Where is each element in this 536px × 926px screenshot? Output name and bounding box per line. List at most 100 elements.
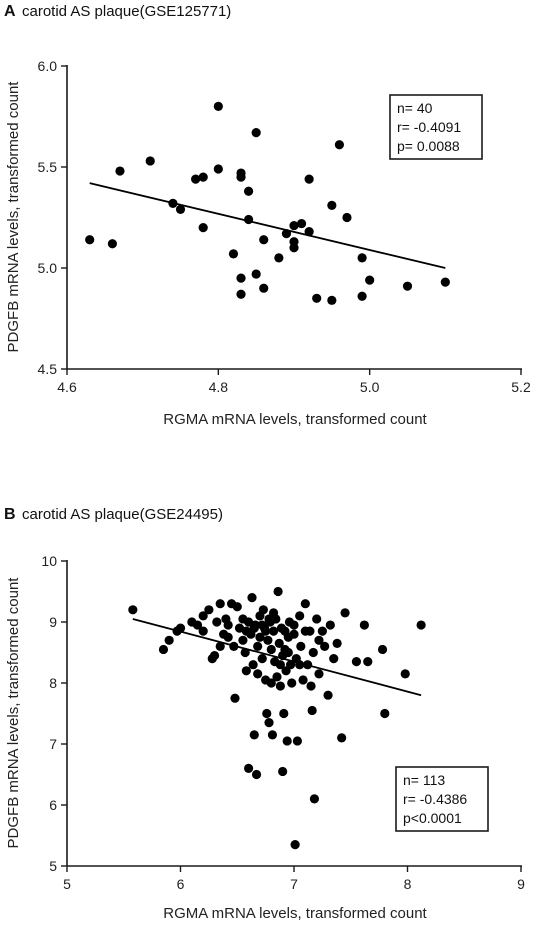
panel-b-title: carotid AS plaque(GSE24495) — [22, 506, 223, 523]
panel-b-data-point — [275, 681, 285, 691]
panel-b-data-point — [283, 632, 293, 642]
panel-b-data-point — [400, 669, 410, 679]
panel-a-data-point — [312, 293, 322, 303]
panel-b-data-point — [230, 693, 240, 703]
panel-b-data-point — [308, 647, 318, 658]
panel-a-data-point — [342, 212, 352, 223]
panel-b-data-point — [278, 766, 288, 777]
panel-a-data-point — [198, 223, 208, 233]
panel-b-data-point — [303, 660, 313, 670]
panel-b-data-point — [292, 736, 303, 746]
panel-b-letter: B — [4, 506, 16, 523]
panel-b-data-point — [244, 763, 254, 774]
panel-a-data-point — [440, 277, 450, 287]
panel-b-data-point — [266, 678, 276, 688]
panel-b-data-point — [329, 654, 339, 664]
panel-b-data-point — [359, 620, 369, 630]
panel-b-data-point — [262, 708, 272, 719]
panel-b-data-point — [377, 644, 388, 655]
panel-a-data-point — [107, 239, 117, 249]
panel-a-x-tick-label: 4.8 — [209, 379, 229, 395]
panel-b-data-point — [351, 657, 362, 667]
panel-b-data-point — [280, 644, 290, 655]
panel-a-y-tick-label: 5.5 — [38, 159, 58, 175]
panel-b-data-point — [266, 644, 276, 655]
panel-a-y-tick-label: 6.0 — [38, 58, 58, 74]
panel-b-y-tick-label: 7 — [49, 736, 57, 752]
panel-b: B carotid AS plaque(GSE24495) PDGFB mRNA… — [4, 506, 525, 922]
panel-b-data-point — [289, 620, 299, 630]
panel-b-data-point — [212, 617, 222, 627]
panel-b-data-point — [332, 638, 342, 648]
panel-b-data-point — [320, 641, 330, 652]
panel-b-data-point — [249, 730, 259, 740]
panel-b-data-point — [282, 736, 292, 746]
panel-b-data-point — [223, 632, 233, 642]
panel-b-data-point — [296, 641, 306, 652]
panel-b-data-point — [309, 794, 320, 804]
panel-a-x-axis-title: RGMA mRNA levels, transformed count — [163, 411, 427, 428]
panel-a-data-point — [251, 128, 261, 138]
panel-b-data-point — [416, 620, 426, 630]
panel-a-x-tick-label: 4.6 — [57, 379, 77, 395]
panel-b-y-tick-label: 9 — [49, 614, 57, 630]
panel-a-data-point — [334, 140, 344, 150]
panel-a-stats-box — [389, 94, 483, 160]
panel-b-data-point — [198, 611, 208, 621]
panel-b-data-point — [300, 626, 310, 636]
panel-b-y-tick-label: 10 — [41, 553, 57, 569]
panel-b-data-point — [238, 614, 248, 624]
panel-a-data-point — [228, 249, 239, 259]
panel-a-data-point — [244, 214, 254, 225]
panel-b-data-point — [232, 602, 242, 612]
panel-a-data-point — [115, 166, 125, 176]
panel-a-data-point — [191, 174, 201, 184]
panel-b-data-point — [264, 614, 274, 624]
panel-a-data-point — [168, 198, 178, 208]
panel-a-data-point — [327, 295, 337, 305]
panel-b-data-point — [229, 641, 239, 652]
panel-a-data-point — [175, 204, 186, 215]
panel-a-data-point — [357, 291, 367, 301]
panel-b-data-point — [314, 669, 324, 679]
panel-b-data-point — [192, 620, 203, 630]
panel-b-data-point — [223, 620, 233, 630]
panel-b-data-point — [215, 641, 225, 652]
panel-b-data-point — [209, 650, 220, 661]
panel-b-data-point — [257, 620, 267, 630]
panel-b-data-point — [204, 605, 214, 615]
panel-b-x-tick-label: 8 — [404, 876, 412, 892]
panel-b-data-point — [255, 632, 265, 642]
panel-b-data-point — [253, 669, 263, 679]
panel-a-y-axis-title: PDGFB mRNA levels, transformed count — [5, 81, 22, 353]
panel-a-data-point — [274, 253, 284, 263]
panel-a-y-tick-label: 4.5 — [38, 361, 58, 377]
panel-b-x-axis-title: RGMA mRNA levels, transformed count — [163, 905, 427, 922]
panel-a-data-point — [236, 289, 246, 299]
panel-b-stat-n: n= 113 — [403, 772, 445, 788]
panel-a-data-point — [365, 275, 375, 285]
panel-a-stat-r: r= -0.4091 — [397, 119, 461, 135]
panel-a-stat-p: p= 0.0088 — [397, 138, 460, 154]
panel-b-data-point — [158, 644, 169, 655]
panel-b-data-point — [240, 647, 250, 658]
panel-b-data-point — [285, 660, 296, 670]
panel-a-data-point — [213, 101, 223, 111]
panel-b-data-point — [263, 635, 273, 645]
panel-b-data-point — [253, 641, 263, 652]
panel-b-data-point — [275, 660, 285, 670]
panel-a-x-tick-label: 5.0 — [360, 379, 380, 395]
panel-a: A carotid AS plaque(GSE125771) PDGFB mRN… — [4, 3, 531, 428]
panel-b-data-point — [247, 593, 257, 603]
panel-b-data-point — [317, 626, 327, 636]
panel-a-data-point — [236, 273, 246, 283]
panel-b-data-point — [264, 718, 274, 728]
panel-b-data-point — [164, 635, 174, 645]
panel-a-data-point — [213, 164, 223, 174]
panel-b-data-point — [273, 586, 283, 597]
panel-b-data-point — [272, 672, 282, 682]
panel-a-data-point — [251, 269, 261, 279]
panel-a-data-point — [85, 235, 95, 245]
panel-b-data-point — [380, 708, 390, 719]
